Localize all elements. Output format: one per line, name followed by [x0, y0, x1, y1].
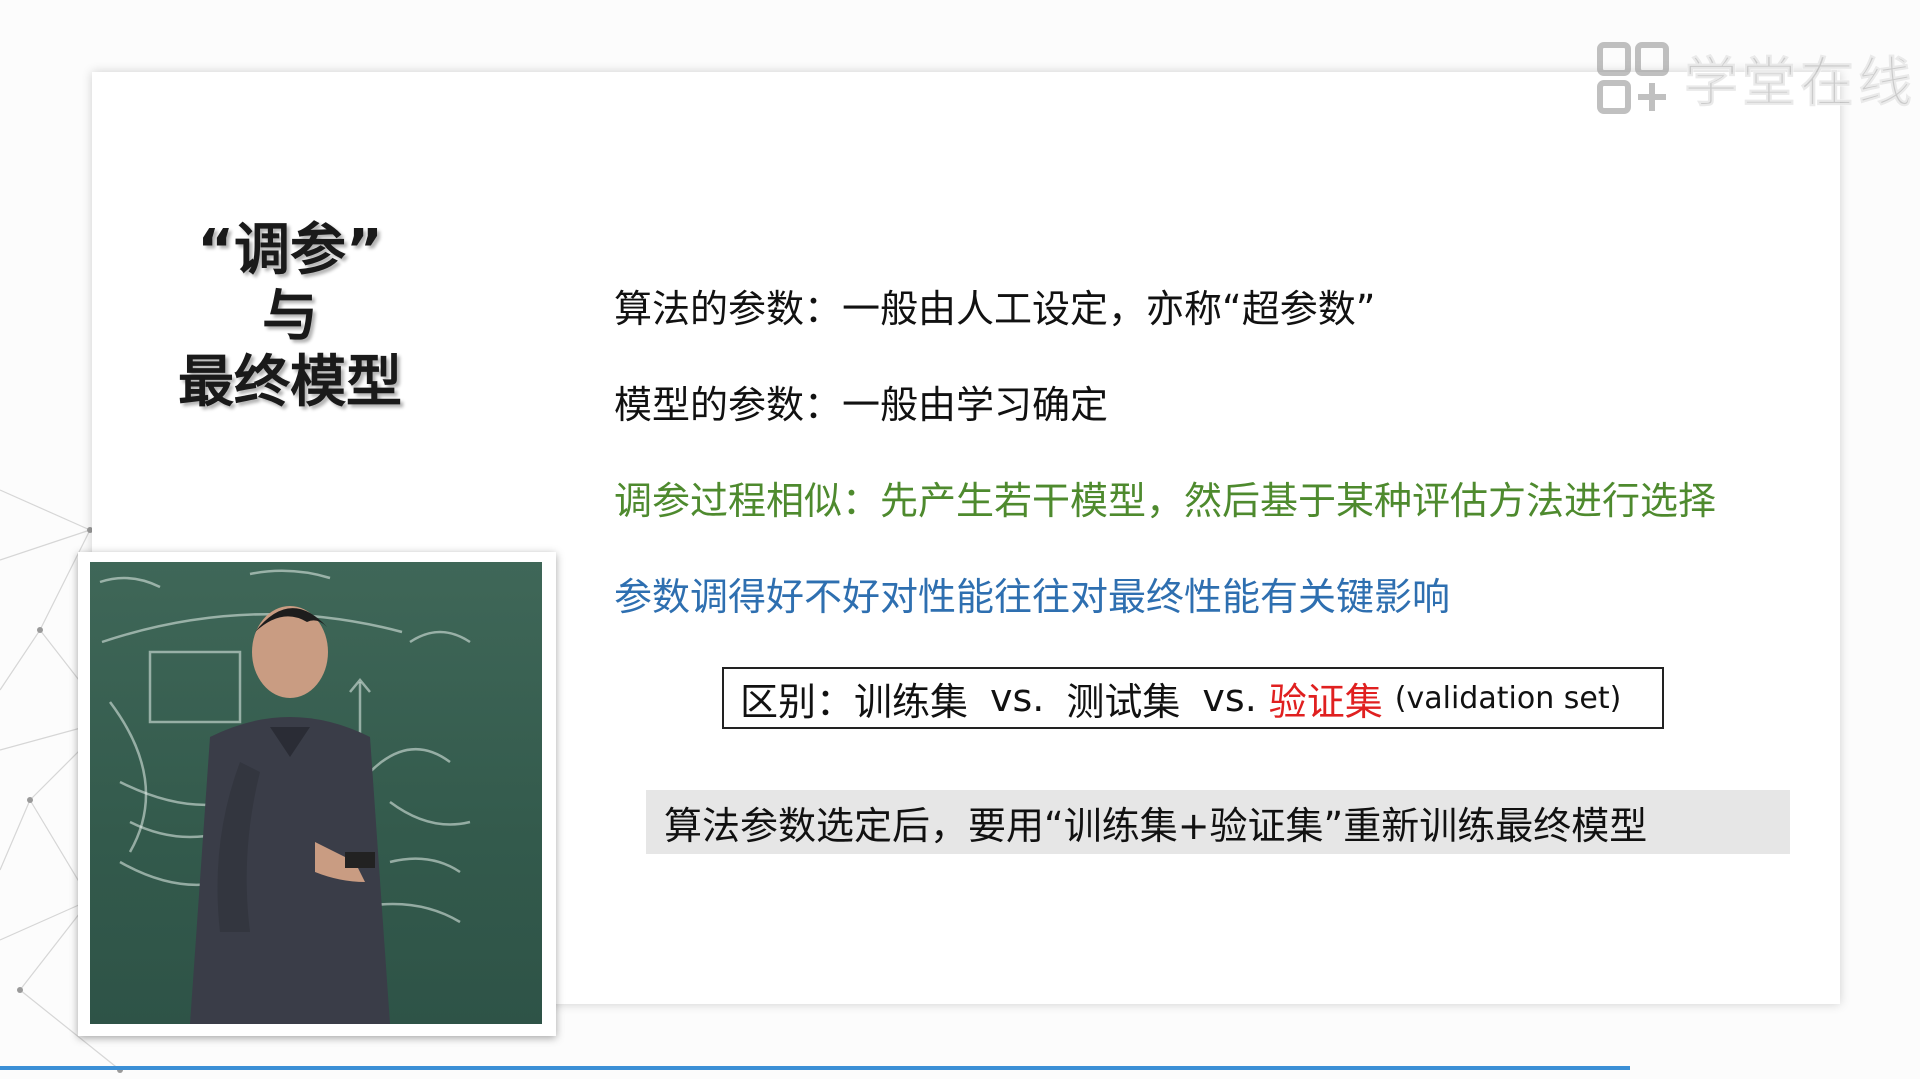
bullet-tuning-process: 调参过程相似：先产生若干模型，然后基于某种评估方法进行选择	[614, 479, 1717, 523]
progress-accent-line	[0, 1066, 1630, 1070]
final-model-note: 算法参数选定后，要用“训练集+验证集”重新训练最终模型	[646, 790, 1790, 854]
watermark: 学堂在线	[1596, 38, 1916, 117]
distinction-prefix: 区别：训练集	[740, 679, 969, 724]
distinction-validation-set: 验证集	[1268, 679, 1383, 724]
bullet-algorithm-params: 算法的参数：一般由人工设定，亦称“超参数”	[614, 287, 1376, 331]
slide-title-line: 与	[262, 284, 318, 349]
watermark-brand-text: 学堂在线	[1684, 51, 1916, 115]
lecturer-video-frame	[78, 552, 556, 1036]
slide-title-line: “调参”	[197, 218, 383, 283]
chalkboard-scene	[99, 569, 471, 1024]
distinction-test-set: 测试集	[1066, 679, 1181, 724]
slide-title: “调参” 与 最终模型	[140, 218, 440, 416]
distinction-validation-en: (validation set)	[1394, 680, 1622, 716]
xuetang-logo-icon	[1597, 41, 1669, 114]
bullet-model-params: 模型的参数：一般由学习确定	[614, 383, 1109, 427]
distinction-box: 区别：训练集 vs. 测试集 vs. 验证集 (validation set)	[722, 667, 1664, 729]
distinction-vs: vs.	[990, 676, 1045, 720]
bullet-tuning-impact: 参数调得好不好对性能往往对最终性能有关键影响	[614, 575, 1451, 619]
distinction-vs: vs.	[1202, 676, 1257, 720]
slide-title-line: 最终模型	[178, 350, 402, 415]
lecturer-video[interactable]	[90, 562, 542, 1024]
